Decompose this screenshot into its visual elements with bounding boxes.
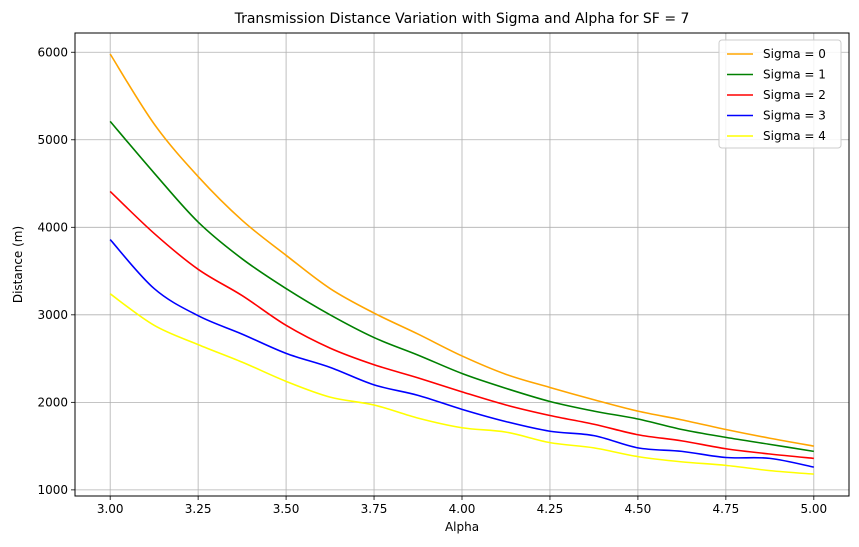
chart-title: Transmission Distance Variation with Sig… <box>234 11 690 27</box>
x-tick-label: 3.50 <box>273 502 300 516</box>
legend-box <box>718 39 842 149</box>
x-axis: 3.00 3.25 3.50 3.75 4.00 4.25 4.50 4.75 5.00 <box>97 496 827 516</box>
x-tick-label: 3.75 <box>361 502 388 516</box>
x-tick-label: 4.25 <box>537 502 564 516</box>
series-line-sigma-2 <box>109 190 814 460</box>
legend-label: Sigma = 1 <box>763 68 826 82</box>
legend-label: Sigma = 2 <box>763 88 826 102</box>
y-axis-label: Distance (m) <box>11 226 25 303</box>
series-line-sigma-1 <box>109 120 814 453</box>
x-tick-label: 3.00 <box>97 502 124 516</box>
series-line-sigma-4 <box>109 293 814 475</box>
series-line-sigma-3 <box>109 239 814 468</box>
y-tick-label: 3000 <box>37 308 68 322</box>
y-tick-label: 5000 <box>37 133 68 147</box>
legend-label: Sigma = 3 <box>763 109 826 123</box>
y-tick-label: 6000 <box>37 45 68 59</box>
legend-label: Sigma = 0 <box>763 47 826 61</box>
x-axis-label: Alpha <box>445 520 479 534</box>
y-tick-label: 1000 <box>37 483 68 497</box>
legend: Sigma = 0 Sigma = 1 Sigma = 2 Sigma = 3 Sigm… <box>718 39 842 149</box>
x-tick-label: 4.50 <box>625 502 652 516</box>
series-layer <box>109 53 814 475</box>
y-tick-label: 2000 <box>37 395 68 409</box>
x-tick-label: 5.00 <box>800 502 827 516</box>
legend-label: Sigma = 4 <box>763 129 826 143</box>
x-tick-label: 4.75 <box>713 502 740 516</box>
y-tick-label: 4000 <box>37 220 68 234</box>
y-axis: 1000 2000 3000 4000 5000 6000 <box>37 45 75 497</box>
x-tick-label: 3.25 <box>185 502 212 516</box>
series-line-sigma-0 <box>109 53 814 447</box>
x-tick-label: 4.00 <box>449 502 476 516</box>
